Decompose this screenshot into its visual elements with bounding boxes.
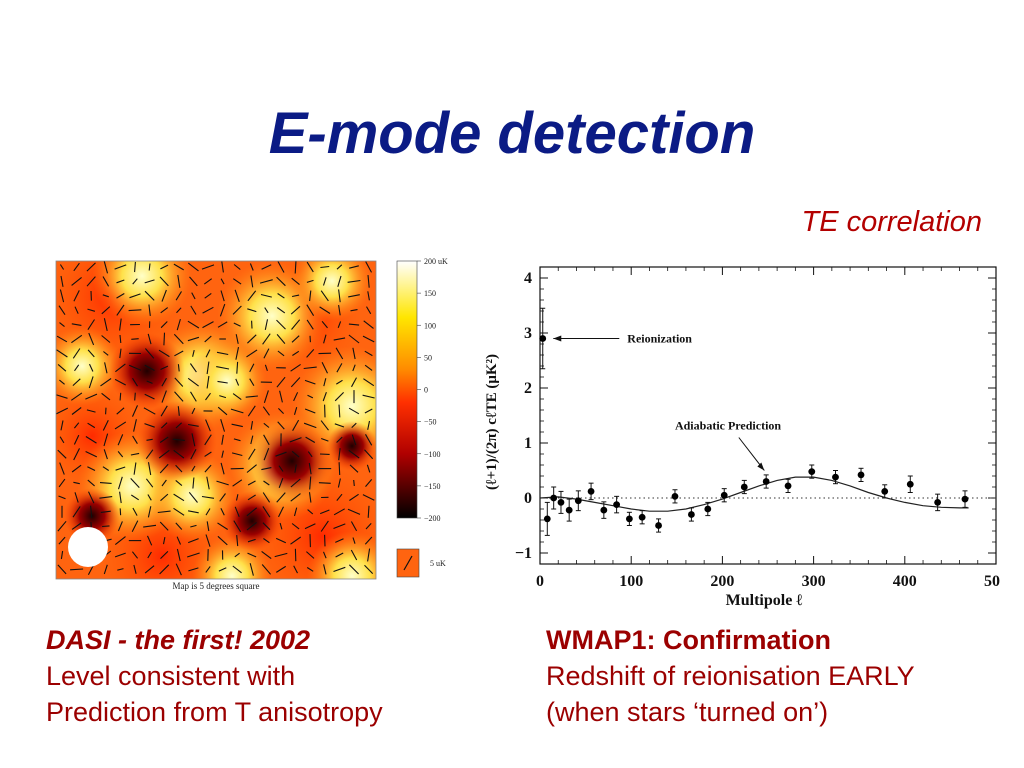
dasi-caption-line2: Prediction from T anisotropy [46,697,383,727]
x-tick-label: 500 [984,573,1000,590]
plot-frame [539,266,997,565]
beam-circle [68,527,108,567]
wmap-caption-line1: Redshift of reionisation EARLY [546,661,915,691]
data-point [638,513,646,521]
y-axis-label: (ℓ+1)/(2π) cℓTE (μK²) [484,354,500,490]
colorbar-tick-label: 0 [424,386,428,395]
data-point [655,522,662,529]
x-tick-label: 300 [802,573,826,590]
data-point [881,488,889,495]
data-point [557,499,565,506]
map-caption: Map is 5 degrees square [173,581,260,591]
colorbar [396,260,418,519]
wmap-caption-line2: (when stars ‘turned on’) [546,697,829,727]
data-point [613,501,621,508]
x-tick-label: 100 [619,573,643,590]
data-point [720,491,728,499]
slide-title: E-mode detection [268,101,756,166]
reionization-annotation: Reionization [627,332,692,346]
y-tick-label: 4 [524,270,532,287]
x-tick-label: 400 [893,573,917,590]
dasi-map-figure: Map is 5 degrees square 200 uK 150 100 50 0 −… [55,257,448,591]
colorbar-tick-label: −150 [424,482,441,491]
data-point [808,468,816,475]
data-point [543,515,551,523]
wmap-caption-heading: WMAP1: Confirmation [546,625,831,655]
y-tick-label: −1 [515,545,532,562]
adiabatic-annotation: Adiabatic Prediction [675,418,781,432]
dasi-caption-line1: Level consistent with [46,661,296,691]
data-point [671,492,679,500]
data-point [906,480,914,488]
adiabatic-prediction-curve [539,476,969,512]
colorbar-tick-label: 100 [424,321,436,330]
data-point [961,495,969,503]
data-point [574,497,582,505]
y-tick-label: 2 [524,380,532,397]
dasi-caption-heading: DASI - the first! 2002 [46,625,311,655]
data-point [762,478,770,485]
y-tick-label: 3 [524,325,532,342]
map-heatmap [56,261,376,579]
colorbar-tick-label: −200 [424,514,441,523]
data-point [625,515,633,523]
data-point [934,499,942,506]
data-point [784,482,792,490]
data-point [539,335,547,342]
te-correlation-label: TE correlation [801,206,982,238]
data-point [740,483,748,491]
dasi-caption: DASI - the first! 2002 Level consistent … [46,622,383,730]
data-point [687,511,695,518]
colorbar-tick-label: −50 [424,418,437,427]
y-tick-label: 0 [524,490,532,507]
colorbar-tick-label: 50 [424,353,432,362]
data-point [565,506,573,514]
x-tick-label: 200 [710,573,734,590]
x-axis-label: Multipole ℓ [726,592,804,609]
wmap-caption: WMAP1: Confirmation Redshift of reionisa… [546,622,915,730]
data-point [550,494,558,502]
colorbar-tick-label: 200 uK [424,257,448,266]
x-tick-label: 0 [536,573,544,590]
data-point [704,505,712,513]
colorbar-tick-label: −100 [424,450,441,459]
data-point [587,488,595,495]
data-point [600,506,608,514]
y-tick-label: 1 [524,435,532,452]
scale-label: 5 uK [430,559,446,568]
data-point [857,471,865,479]
colorbar-tick-label: 150 [424,289,436,298]
data-point [832,473,839,481]
